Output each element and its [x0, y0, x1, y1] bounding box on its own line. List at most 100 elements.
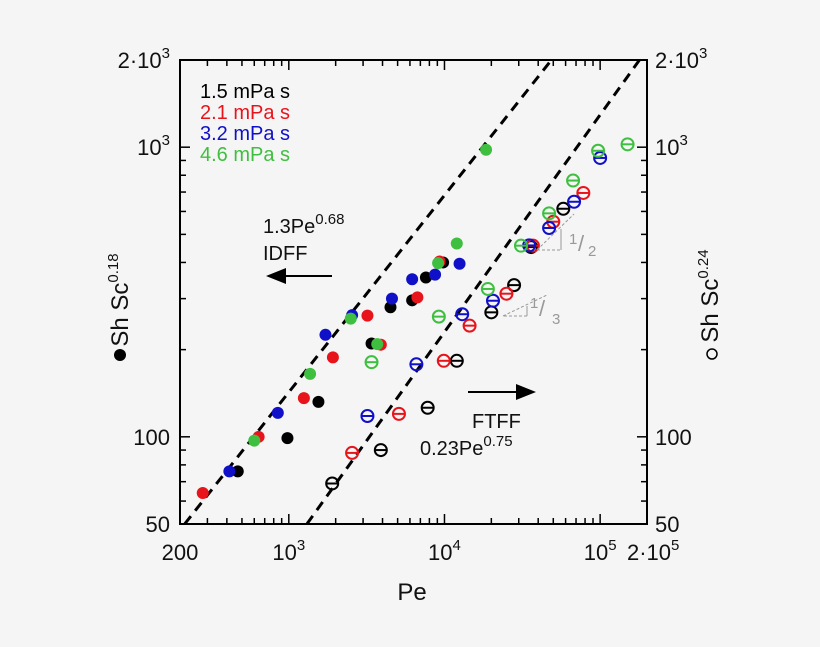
open-point — [360, 408, 375, 423]
y-right-label-text: Sh Sc — [697, 279, 724, 343]
open-point — [325, 476, 340, 491]
legend: 1.5 mPa s 2.1 mPa s 3.2 mPa s 4.6 mPa s — [200, 81, 290, 166]
y-right-label-exp: 0.24 — [695, 249, 712, 278]
filled-point — [450, 237, 463, 250]
filled-point — [480, 143, 493, 156]
y-axis-label-left: Sh Sc0.18 — [105, 253, 134, 346]
svg-text:Sh Sc0.24: Sh Sc0.24 — [695, 249, 724, 342]
filled-point — [304, 367, 317, 380]
open-point — [542, 206, 557, 221]
slope-half-num: 1 — [569, 231, 577, 248]
fit-line-idff — [183, 59, 553, 525]
open-point — [499, 286, 514, 301]
open-point — [462, 318, 477, 333]
x-tick-label: 104 — [428, 537, 461, 565]
y-tick-label-left: 100 — [133, 425, 170, 450]
legend-label-1: 2.1 mPa s — [200, 102, 290, 124]
open-point — [391, 406, 406, 421]
x-axis-label: Pe — [397, 579, 426, 606]
annotation-ftff: FTFF 0.23Pe0.75 — [420, 384, 536, 460]
annotation-idff: 1.3Pe0.68 IDFF — [263, 211, 344, 284]
svg-text:Sh Sc0.18: Sh Sc0.18 — [105, 253, 134, 346]
legend-label-2: 3.2 mPa s — [200, 123, 290, 145]
slope-third-num: 1 — [530, 295, 538, 312]
arrow-left-icon — [266, 268, 286, 284]
open-point — [436, 353, 451, 368]
regime-label-ftff: FTFF — [472, 411, 521, 433]
y-left-label-exp: 0.18 — [105, 253, 122, 282]
filled-point — [271, 406, 284, 419]
filled-marker-key-icon — [114, 349, 126, 361]
open-point — [364, 355, 379, 370]
open-point — [567, 194, 582, 209]
legend-label-3: 4.6 mPa s — [200, 144, 290, 166]
filled-point — [411, 291, 424, 304]
filled-point — [297, 392, 310, 405]
open-point — [455, 307, 470, 322]
open-point — [576, 185, 591, 200]
open-point — [542, 220, 557, 235]
filled-point — [361, 309, 374, 322]
y-tick-label-left: 103 — [137, 132, 170, 160]
x-tick-label: 105 — [584, 537, 617, 565]
slope-half-den: 2 — [588, 243, 596, 260]
fit-label-ftff: 0.23Pe0.75 — [420, 433, 513, 460]
filled-point — [429, 268, 442, 281]
y-axis-label-right: Sh Sc0.24 — [695, 249, 724, 342]
y-left-label-text: Sh Sc — [107, 283, 134, 347]
legend-label-0: 1.5 mPa s — [200, 81, 290, 103]
x-tick-label: 200 — [162, 540, 199, 565]
open-point — [593, 150, 608, 165]
x-tick-label: 103 — [272, 537, 305, 565]
filled-point — [432, 257, 445, 270]
filled-point — [406, 273, 419, 286]
filled-point — [453, 257, 466, 270]
open-point — [566, 173, 581, 188]
slope-third-bar: / — [539, 296, 546, 321]
y-tick-label-right: 2·103 — [655, 45, 707, 73]
filled-point — [326, 351, 339, 364]
open-marker-key-icon — [706, 348, 718, 360]
slope-third-den: 3 — [552, 311, 560, 328]
y-tick-label-right: 50 — [655, 512, 679, 537]
fit-lines — [183, 59, 641, 525]
arrow-right-icon — [516, 384, 536, 400]
filled-point — [419, 271, 432, 284]
slope-marker-half — [536, 213, 575, 251]
regime-label-idff: IDFF — [263, 243, 307, 265]
filled-point — [231, 465, 244, 478]
open-point — [556, 201, 571, 216]
open-point — [620, 137, 635, 152]
open-point — [409, 357, 424, 372]
filled-point — [385, 292, 398, 305]
plot-frame — [179, 59, 648, 525]
open-point — [420, 400, 435, 415]
open-point — [480, 281, 495, 296]
filled-point — [371, 338, 384, 351]
filled-point — [312, 395, 325, 408]
y-tick-label-left: 50 — [146, 512, 170, 537]
slope-half-bar: / — [578, 231, 585, 256]
fit-label-idff: 1.3Pe0.68 — [263, 211, 344, 238]
slope-third-hypotenuse — [502, 294, 548, 317]
filled-point — [248, 434, 261, 447]
filled-point — [223, 465, 236, 478]
open-point — [507, 278, 522, 293]
slope-half-hypotenuse — [536, 213, 575, 251]
slope-marker-third — [502, 294, 548, 317]
y-tick-label-right: 100 — [655, 425, 692, 450]
open-point — [449, 353, 464, 368]
filled-point — [281, 432, 294, 445]
open-point — [513, 238, 528, 253]
x-tick-label: 2·105 — [627, 537, 679, 565]
filled-point — [319, 328, 332, 341]
open-point — [591, 143, 606, 158]
y-tick-label-left: 2·103 — [118, 45, 170, 73]
open-point — [345, 445, 360, 460]
open-point — [486, 293, 501, 308]
open-point — [431, 309, 446, 324]
y-tick-label-right: 103 — [655, 132, 688, 160]
